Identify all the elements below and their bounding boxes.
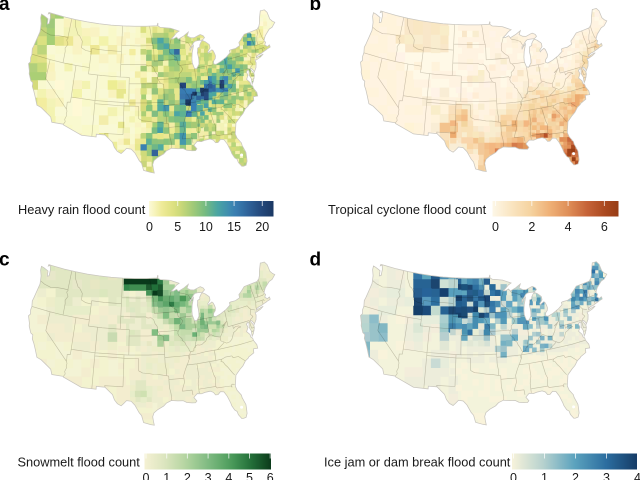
svg-text:0: 0 <box>492 220 499 234</box>
svg-text:0: 0 <box>510 471 517 480</box>
svg-text:Heavy rain flood count: Heavy rain flood count <box>18 202 146 217</box>
svg-text:6: 6 <box>601 220 608 234</box>
svg-text:Ice jam or dam break flood cou: Ice jam or dam break flood count <box>324 455 511 470</box>
svg-text:0: 0 <box>143 471 150 480</box>
svg-text:2: 2 <box>572 471 579 480</box>
svg-text:15: 15 <box>227 220 241 234</box>
svg-text:Tropical cyclone flood count: Tropical cyclone flood count <box>328 202 487 217</box>
svg-text:0: 0 <box>146 220 153 234</box>
svg-text:20: 20 <box>255 220 269 234</box>
svg-text:a: a <box>0 0 10 15</box>
svg-text:c: c <box>0 250 10 271</box>
svg-text:1: 1 <box>541 471 548 480</box>
svg-text:3: 3 <box>603 471 610 480</box>
svg-text:5: 5 <box>246 471 253 480</box>
svg-text:b: b <box>310 0 322 15</box>
svg-text:2: 2 <box>528 220 535 234</box>
svg-text:Snowmelt flood count: Snowmelt flood count <box>18 455 141 470</box>
svg-text:4: 4 <box>565 220 572 234</box>
svg-text:2: 2 <box>184 471 191 480</box>
svg-text:5: 5 <box>174 220 181 234</box>
svg-text:6: 6 <box>267 471 274 480</box>
svg-text:4: 4 <box>634 471 640 480</box>
svg-text:1: 1 <box>163 471 170 480</box>
svg-text:4: 4 <box>225 471 232 480</box>
svg-text:d: d <box>310 250 322 271</box>
svg-text:3: 3 <box>205 471 212 480</box>
svg-text:10: 10 <box>199 220 213 234</box>
